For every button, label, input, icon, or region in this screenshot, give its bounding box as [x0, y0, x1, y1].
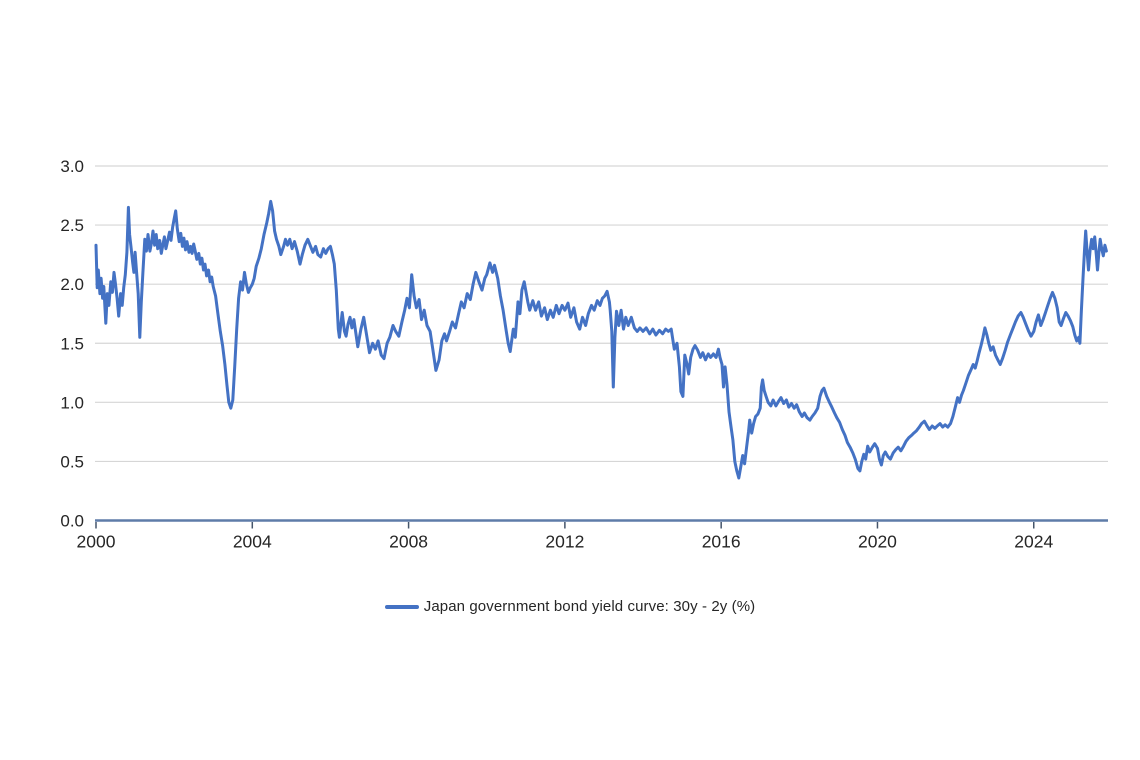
- y-axis-tick-label: 2.0: [60, 275, 84, 294]
- legend-label: Japan government bond yield curve: 30y -…: [423, 598, 756, 615]
- chart-legend: Japan government bond yield curve: 30y -…: [0, 598, 1140, 615]
- x-axis-tick-label: 2016: [702, 532, 741, 552]
- y-axis-tick-label: 3.0: [60, 157, 84, 176]
- x-axis-tick-label: 2008: [389, 532, 428, 552]
- y-axis-tick-label: 0.0: [60, 512, 84, 531]
- x-axis-tick-label: 2004: [233, 532, 272, 552]
- y-axis-tick-label: 2.5: [60, 216, 84, 235]
- y-axis-tick-label: 1.0: [60, 393, 84, 412]
- y-axis-tick-label: 0.5: [60, 452, 84, 471]
- legend-line-swatch: [384, 604, 419, 609]
- y-axis-tick-label: 1.5: [60, 334, 84, 353]
- x-axis-tick-label: 2024: [1014, 532, 1053, 552]
- x-axis-tick-label: 2000: [77, 532, 116, 552]
- x-axis-tick-label: 2020: [858, 532, 897, 552]
- x-axis-tick-label: 2012: [545, 532, 584, 552]
- yield-spread-series-line: [94, 199, 1108, 480]
